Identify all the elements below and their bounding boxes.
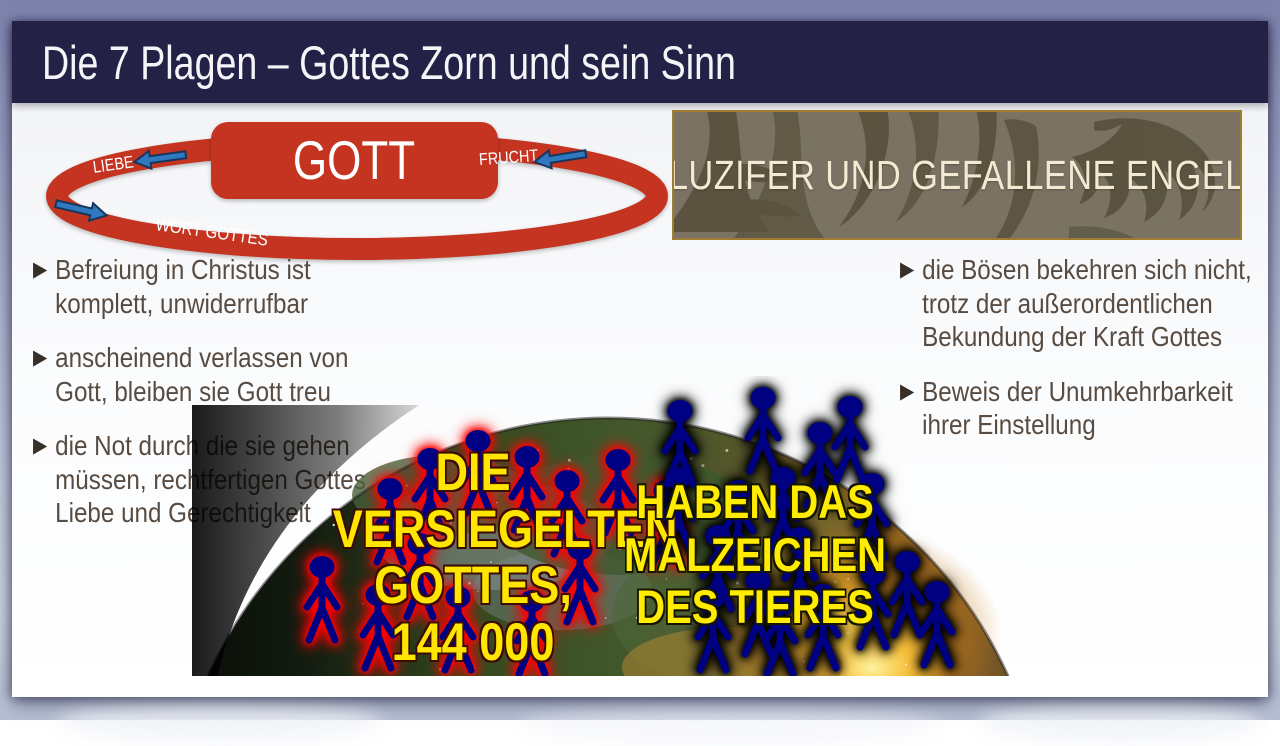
bullet-item: ▶ Befreiung in Christus ist komplett, unwi… [33,253,403,320]
bullet-text: Befreiung in Christus ist komplett, unwid… [55,254,311,319]
bullet-text: die Bösen bekehren sich nicht, trotz der … [922,254,1252,353]
cloud-shape [980,700,1260,744]
mark-of-beast-label: HABEN DAS MALZEICHEN DES TIERES [600,475,910,634]
bullet-triangle-icon: ▶ [900,258,915,281]
liebe-arrow-icon [132,148,188,171]
bullet-text: Beweis der Unumkehrbarkeit ihrer Einstell… [922,375,1233,441]
liebe-label: LIEBE [92,153,135,177]
frucht-label: FRUCHT [478,147,539,169]
person-icon [922,583,952,666]
gott-box [211,122,498,199]
fallen-angel-wings-icon [674,112,1216,238]
slide-header-bar: Die 7 Plagen – Gottes Zorn und sein Sinn [12,21,1268,103]
slide-title: Die 7 Plagen – Gottes Zorn und sein Sinn [42,35,736,89]
bullet-item: ▶ die Bösen bekehren sich nicht, trotz der… [900,253,1270,354]
cloud-shape [520,706,940,746]
label-line: GOTTES, [374,556,572,616]
presentation-slide: Die 7 Plagen – Gottes Zorn und sein Sinn… [12,21,1268,697]
right-bullet-list: ▶ die Bösen bekehren sich nicht, trotz der… [900,253,1270,463]
luzifer-banner-label: LUZIFER UND GEFALLENE ENGEL [672,151,1242,198]
label-line: DIE [435,443,511,502]
cloud-shape [60,698,380,744]
sealed-of-god-label: DIE VERSIEGELTEN GOTTES, 144 000 [308,443,678,673]
bullet-triangle-icon: ▶ [900,379,915,403]
bullet-triangle-icon: ▶ [33,434,48,458]
bullet-text: anscheinend verlassen von Gott, bleiben s… [55,342,349,407]
bullet-item: ▶ Beweis der Unumkehrbarkeit ihrer Einstel… [900,375,1270,442]
label-line: 144 000 [391,613,555,673]
label-line: HABEN DAS [636,475,874,528]
wort-gottes-arrow-icon [53,199,109,223]
luzifer-banner: LUZIFER UND GEFALLENE ENGEL [672,110,1242,240]
gott-cycle-diagram: GOTT LIEBE FRUCHT WORT GOTTES [46,122,668,260]
frucht-arrow-icon [532,148,588,170]
label-line: MALZEICHEN [624,527,886,581]
person-icon [748,389,778,472]
gott-box-label: GOTT [293,129,415,191]
bullet-item: ▶ anscheinend verlassen von Gott, bleiben … [33,341,403,408]
person-icon [835,398,865,481]
label-line: VERSIEGELTEN [332,499,678,559]
bullet-triangle-icon: ▶ [33,258,48,281]
label-line: DES TIERES [636,580,874,634]
luzifer-banner-label-wrap: LUZIFER UND GEFALLENE ENGEL [674,112,1240,238]
bullet-triangle-icon: ▶ [33,346,48,370]
